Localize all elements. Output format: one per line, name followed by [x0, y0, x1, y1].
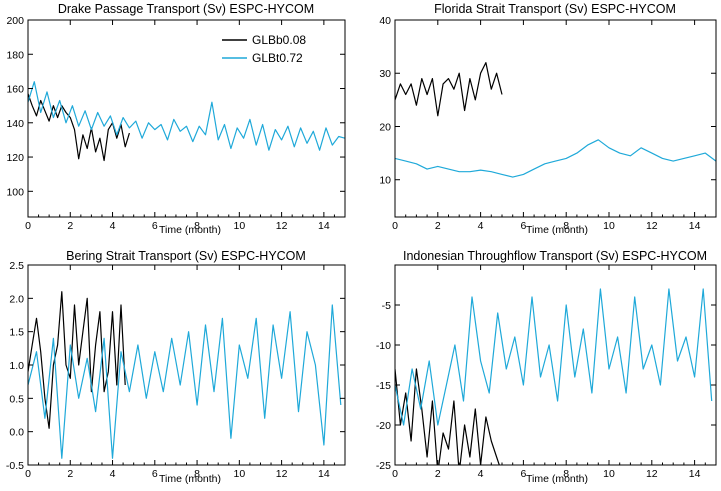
x-tick-label: 4 [110, 220, 116, 232]
panel-drake: Drake Passage Transport (Sv) ESPC-HYCOM … [6, 2, 346, 236]
y-tick-label: 40 [379, 15, 391, 27]
x-tick-label: 14 [318, 220, 330, 232]
legend-label-glbt072: GLBt0.72 [252, 51, 303, 65]
series-line-glbt072 [28, 304, 342, 459]
plot-frame [27, 19, 346, 218]
series-line-glbt072 [395, 288, 713, 426]
x-tick-label: 8 [194, 468, 200, 480]
y-tick-label: 1.0 [9, 360, 24, 372]
x-tick-label: 2 [435, 468, 441, 480]
panel-title: Bering Strait Transport (Sv) ESPC-HYCOM [66, 249, 306, 263]
x-tick-label: 4 [478, 220, 484, 232]
series-line-glbt072 [28, 81, 345, 151]
x-tick-label: 4 [110, 468, 116, 480]
y-tick-label: 140 [6, 118, 24, 130]
x-tick-label: 6 [520, 220, 526, 232]
panel-title: Drake Passage Transport (Sv) ESPC-HYCOM [58, 2, 314, 16]
y-tick-label: 2.0 [9, 293, 24, 305]
plot-frame [27, 264, 346, 466]
panel-indonesian: Indonesian Throughflow Transport (Sv) ES… [376, 249, 717, 485]
x-axis-label: Time (month) [526, 224, 588, 236]
x-tick-label: 12 [276, 468, 288, 480]
x-tick-label: 0 [392, 468, 398, 480]
y-tick-label: -10 [376, 340, 391, 352]
y-tick-label: 0.0 [9, 427, 24, 439]
x-axis-label: Time (month) [159, 473, 221, 485]
y-tick-label: 200 [6, 15, 24, 27]
x-tick-label: 14 [689, 468, 701, 480]
panel-bering: Bering Strait Transport (Sv) ESPC-HYCOM … [6, 249, 346, 485]
y-tick-label: 30 [379, 68, 391, 80]
series-line-glbb008 [395, 368, 500, 465]
y-tick-label: 120 [6, 152, 24, 164]
y-tick-label: -20 [376, 420, 391, 432]
y-tick-label: 0.5 [9, 393, 24, 405]
x-tick-label: 0 [25, 468, 31, 480]
y-tick-label: -0.5 [6, 460, 24, 472]
x-tick-label: 6 [152, 468, 158, 480]
panel-florida: Florida Strait Transport (Sv) ESPC-HYCOM… [379, 2, 717, 236]
y-tick-label: 20 [379, 121, 391, 133]
x-tick-label: 0 [392, 220, 398, 232]
y-tick-label: -5 [382, 300, 391, 312]
x-axis-label: Time (month) [526, 473, 588, 485]
y-tick-label: -25 [376, 460, 391, 472]
panel-title: Florida Strait Transport (Sv) ESPC-HYCOM [434, 2, 676, 16]
x-tick-label: 10 [233, 468, 245, 480]
x-tick-label: 6 [152, 220, 158, 232]
x-tick-label: 2 [67, 468, 73, 480]
y-tick-label: 10 [379, 175, 391, 187]
x-tick-label: 8 [194, 220, 200, 232]
x-tick-label: 2 [435, 220, 441, 232]
legend: GLBb0.08 GLBt0.72 [222, 33, 306, 65]
y-tick-label: 180 [6, 49, 24, 61]
x-axis-label: Time (month) [159, 224, 221, 236]
x-tick-label: 10 [233, 220, 245, 232]
series-line-glbb008 [28, 291, 126, 429]
panel-title: Indonesian Throughflow Transport (Sv) ES… [403, 249, 707, 263]
x-tick-label: 12 [646, 220, 658, 232]
x-tick-label: 8 [563, 220, 569, 232]
x-tick-label: 8 [563, 468, 569, 480]
series-line-glbb008 [395, 62, 503, 117]
x-tick-label: 14 [689, 220, 701, 232]
x-tick-label: 12 [276, 220, 288, 232]
legend-label-glbb008: GLBb0.08 [252, 33, 306, 47]
x-tick-label: 0 [25, 220, 31, 232]
x-tick-label: 2 [67, 220, 73, 232]
x-tick-label: 6 [520, 468, 526, 480]
y-tick-label: 160 [6, 84, 24, 96]
x-tick-label: 14 [318, 468, 330, 480]
x-tick-label: 10 [603, 468, 615, 480]
x-tick-label: 10 [603, 220, 615, 232]
x-tick-label: 4 [478, 468, 484, 480]
x-tick-label: 12 [646, 468, 658, 480]
plot-frame [394, 19, 717, 218]
y-tick-label: 2.5 [9, 260, 24, 272]
series-line-glbt072 [395, 139, 716, 178]
y-tick-label: 1.5 [9, 327, 24, 339]
y-tick-label: -15 [376, 380, 391, 392]
y-tick-label: 100 [6, 186, 24, 198]
